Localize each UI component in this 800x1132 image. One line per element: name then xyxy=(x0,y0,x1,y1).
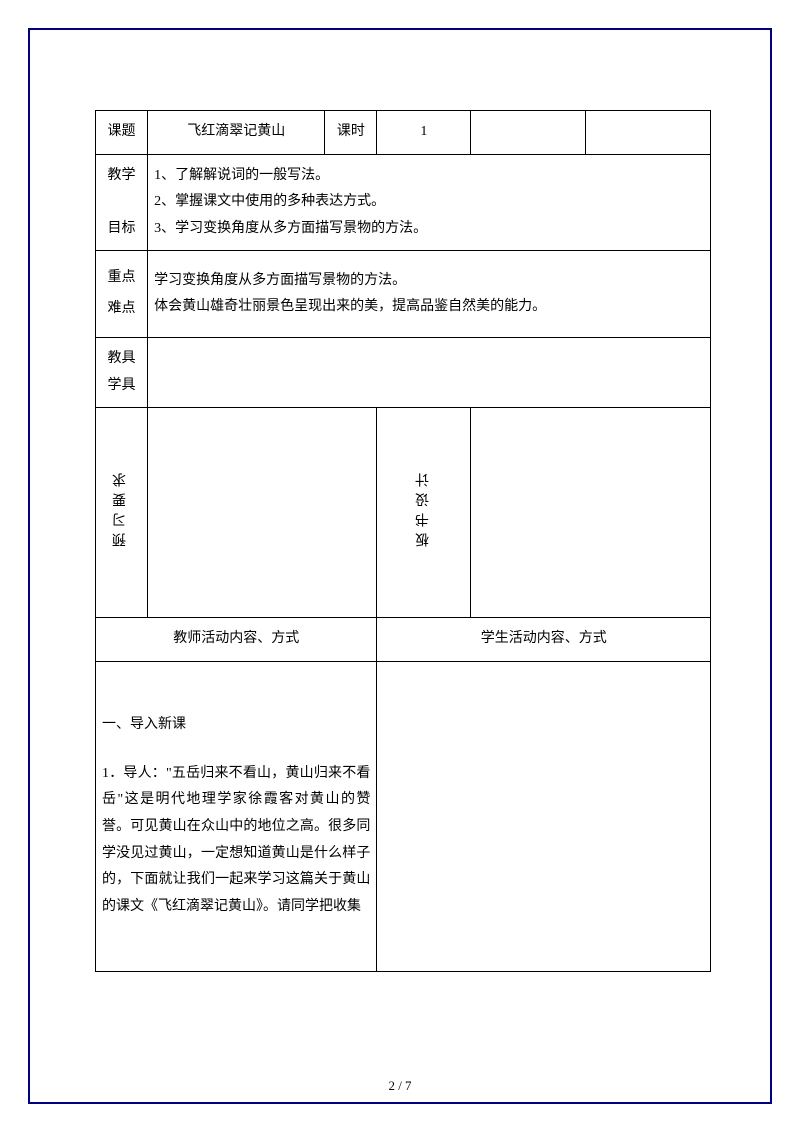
keypoints-line1: 学习变换角度从多方面描写景物的方法。 xyxy=(154,268,704,295)
empty-cell xyxy=(471,111,586,155)
topic-value: 飞红滴翠记黄山 xyxy=(148,111,325,155)
topic-label: 课题 xyxy=(96,111,148,155)
keypoints-label-line1: 重点 xyxy=(108,270,136,285)
preview-label-cell: 预习要求 xyxy=(96,408,148,618)
keypoints-line2: 体会黄山雄奇壮丽景色呈现出来的美，提高品鉴自然美的能力。 xyxy=(154,294,704,321)
table-row: 预习要求 板书设计 xyxy=(96,408,711,618)
keypoints-label-line2: 难点 xyxy=(108,301,136,316)
preview-label: 预习要求 xyxy=(108,467,135,547)
content-wrapper: 课题 飞红滴翠记黄山 课时 1 教学 目标 1、了解解说词的一般写法。 2、掌握… xyxy=(95,110,711,972)
board-content xyxy=(471,408,711,618)
student-activity-header: 学生活动内容、方式 xyxy=(377,618,711,662)
tools-label: 教具 学具 xyxy=(96,337,148,407)
teacher-activity-header: 教师活动内容、方式 xyxy=(96,618,377,662)
objectives-label-line2: 目标 xyxy=(108,221,136,236)
student-activity-content xyxy=(377,661,711,971)
table-row: 重点 难点 学习变换角度从多方面描写景物的方法。 体会黄山雄奇壮丽景色呈现出来的… xyxy=(96,251,711,338)
objectives-line1: 1、了解解说词的一般写法。 xyxy=(154,163,704,190)
objectives-label: 教学 目标 xyxy=(96,154,148,251)
classtime-value: 1 xyxy=(377,111,471,155)
activity-paragraph: 1．导人："五岳归来不看山，黄山归来不看岳"这是明代地理学家徐霞客对黄山的赞誉。… xyxy=(102,761,370,921)
objectives-label-line1: 教学 xyxy=(108,168,136,183)
table-row: 一、导入新课 1．导人："五岳归来不看山，黄山归来不看岳"这是明代地理学家徐霞客… xyxy=(96,661,711,971)
teacher-activity-content: 一、导入新课 1．导人："五岳归来不看山，黄山归来不看岳"这是明代地理学家徐霞客… xyxy=(96,661,377,971)
preview-content xyxy=(148,408,377,618)
objectives-content: 1、了解解说词的一般写法。 2、掌握课文中使用的多种表达方式。 3、学习变换角度… xyxy=(148,154,711,251)
section-title: 一、导入新课 xyxy=(102,712,370,739)
table-row: 教具 学具 xyxy=(96,337,711,407)
classtime-label: 课时 xyxy=(325,111,377,155)
table-row: 教师活动内容、方式 学生活动内容、方式 xyxy=(96,618,711,662)
tools-label-line2: 学具 xyxy=(108,378,136,393)
table-row: 教学 目标 1、了解解说词的一般写法。 2、掌握课文中使用的多种表达方式。 3、… xyxy=(96,154,711,251)
empty-cell xyxy=(585,111,710,155)
lesson-plan-table: 课题 飞红滴翠记黄山 课时 1 教学 目标 1、了解解说词的一般写法。 2、掌握… xyxy=(95,110,711,972)
objectives-line2: 2、掌握课文中使用的多种表达方式。 xyxy=(154,189,704,216)
keypoints-content: 学习变换角度从多方面描写景物的方法。 体会黄山雄奇壮丽景色呈现出来的美，提高品鉴… xyxy=(148,251,711,338)
board-label-cell: 板书设计 xyxy=(377,408,471,618)
keypoints-label: 重点 难点 xyxy=(96,251,148,338)
page-number: 2 / 7 xyxy=(0,1078,800,1094)
tools-label-line1: 教具 xyxy=(108,351,136,366)
table-row: 课题 飞红滴翠记黄山 课时 1 xyxy=(96,111,711,155)
objectives-line3: 3、学习变换角度从多方面描写景物的方法。 xyxy=(154,216,704,243)
board-design-label: 板书设计 xyxy=(411,467,438,547)
tools-content xyxy=(148,337,711,407)
